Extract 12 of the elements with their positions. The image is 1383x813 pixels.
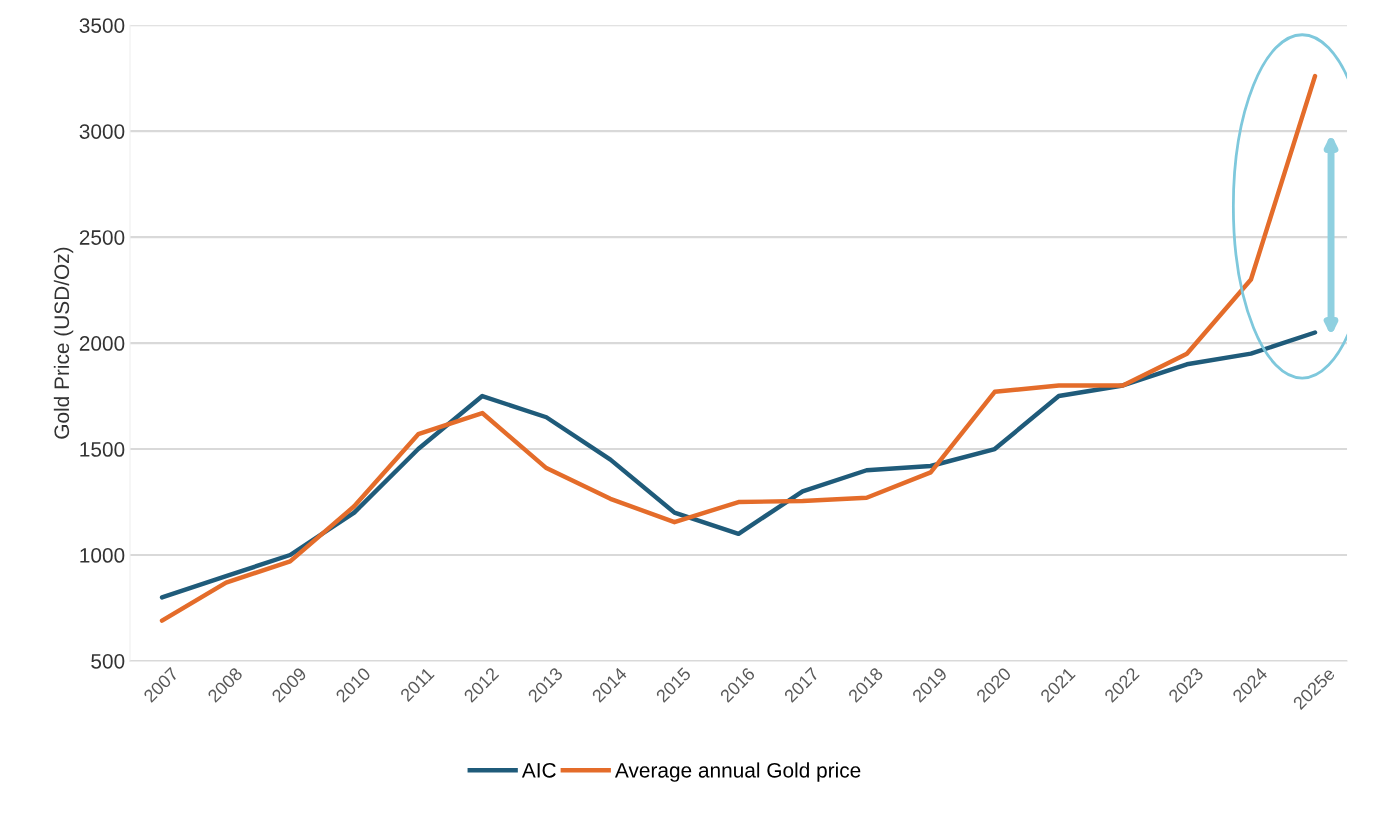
line-series [159, 330, 1318, 600]
y-tick-label: 500 [91, 653, 125, 669]
y-tick-label: 3000 [79, 124, 125, 139]
legend-label: AIC [521, 762, 556, 778]
legend-label: Average annual Gold price [614, 762, 861, 782]
line-series [159, 73, 1318, 623]
y-tick-label: 3500 [79, 18, 125, 33]
y-axis-title: Gold Price (USD/Oz) [53, 247, 74, 439]
y-tick-label: 1500 [80, 442, 125, 457]
y-tick-label: 1000 [80, 548, 125, 563]
y-tick-label: 2500 [79, 230, 125, 245]
y-tick-label: 2000 [79, 336, 125, 351]
